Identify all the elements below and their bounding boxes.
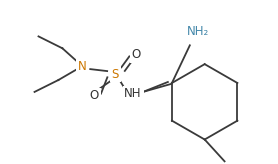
Text: O: O — [131, 48, 141, 61]
Text: N: N — [78, 60, 87, 73]
Text: S: S — [111, 68, 119, 81]
Text: O: O — [90, 89, 99, 102]
Text: NH₂: NH₂ — [187, 25, 209, 38]
Text: NH: NH — [124, 87, 142, 100]
